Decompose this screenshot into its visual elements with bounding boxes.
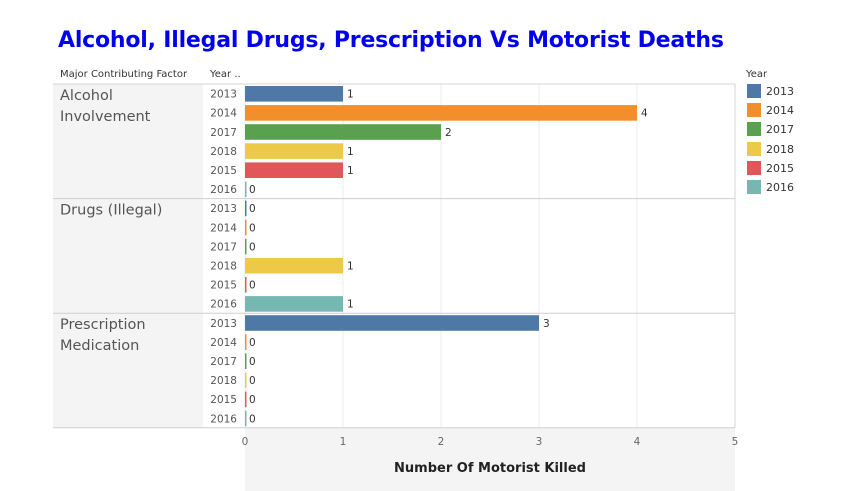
legend-label: 2017 — [766, 123, 794, 137]
value-label: 3 — [543, 318, 550, 330]
bar-2016 — [245, 181, 247, 198]
legend-swatch — [747, 122, 761, 137]
x-tick-label: 4 — [634, 436, 641, 448]
factor-label: Drugs (Illegal) — [60, 203, 162, 219]
x-tick-label: 2 — [438, 436, 445, 448]
legend-swatch — [747, 141, 761, 156]
bar-2013 — [245, 200, 247, 217]
legend-swatch — [747, 160, 761, 175]
year-label: 2014 — [210, 108, 237, 120]
value-label: 0 — [249, 203, 256, 215]
bar-2014 — [245, 105, 637, 121]
bar-2017 — [245, 353, 247, 369]
value-label: 0 — [249, 337, 256, 349]
x-tick-label: 5 — [732, 436, 739, 448]
x-tick-label: 3 — [536, 436, 543, 448]
year-label: 2016 — [210, 299, 237, 311]
bar-2018 — [245, 143, 343, 159]
value-label: 0 — [249, 413, 256, 425]
year-label: 2018 — [210, 146, 237, 158]
factor-column-header[interactable]: Major Contributing Factor — [60, 69, 188, 80]
legend-label: 2013 — [766, 85, 794, 98]
legend-label: 2016 — [766, 181, 794, 194]
year-label: 2015 — [210, 394, 237, 406]
value-label: 1 — [347, 146, 354, 158]
value-label: 0 — [249, 222, 256, 234]
legend-label: 2014 — [766, 104, 794, 118]
bar-2017 — [245, 124, 441, 140]
bar-2015 — [245, 162, 343, 178]
year-label: 2013 — [210, 318, 237, 330]
bar-2014 — [245, 334, 247, 350]
year-label: 2017 — [210, 356, 237, 368]
year-label: 2018 — [210, 375, 237, 387]
value-label: 4 — [641, 108, 648, 120]
year-label: 2015 — [210, 165, 237, 177]
bar-2014 — [245, 219, 247, 236]
year-label: 2017 — [210, 241, 237, 253]
factor-label: Alcohol Involvement — [60, 88, 151, 125]
legend-title: Year — [746, 69, 768, 80]
bar-2015 — [245, 391, 247, 408]
x-tick-label: 1 — [340, 436, 347, 448]
factor-label: Prescription Medication — [60, 317, 146, 354]
value-label: 1 — [347, 165, 354, 177]
value-label: 1 — [347, 299, 354, 311]
year-label: 2015 — [210, 280, 237, 292]
legend-swatch — [747, 103, 761, 118]
bar-2013 — [245, 86, 343, 102]
legend-label: 2015 — [766, 161, 794, 175]
bar-2013 — [245, 315, 539, 331]
chart-title: Alcohol, Illegal Drugs, Prescription Vs … — [58, 28, 724, 53]
legend-label: 2018 — [766, 142, 794, 156]
value-label: 0 — [249, 241, 256, 253]
year-label: 2014 — [210, 222, 237, 234]
bar-2018 — [245, 257, 343, 274]
bar-2016 — [245, 296, 343, 312]
bar-2015 — [245, 277, 247, 293]
value-label: 0 — [249, 394, 256, 406]
factor-column-background — [53, 84, 203, 428]
year-label: 2013 — [210, 203, 237, 215]
year-column-header[interactable]: Year .. — [210, 69, 241, 80]
year-label: 2016 — [210, 184, 237, 196]
year-label: 2014 — [210, 337, 237, 349]
legend-swatch — [747, 84, 761, 98]
x-axis-title: Number Of Motorist Killed — [394, 461, 586, 476]
value-label: 0 — [249, 375, 256, 387]
year-label: 2016 — [210, 413, 237, 425]
value-label: 0 — [249, 184, 256, 196]
value-label: 0 — [249, 280, 256, 292]
value-label: 0 — [249, 356, 256, 368]
legend-swatch — [747, 180, 761, 194]
value-label: 1 — [347, 89, 354, 101]
year-label: 2013 — [210, 89, 237, 101]
bar-2018 — [245, 372, 247, 389]
bar-2016 — [245, 410, 247, 427]
x-tick-label: 0 — [242, 436, 249, 448]
bar-2017 — [245, 238, 247, 255]
value-label: 1 — [347, 260, 354, 272]
value-label: 2 — [445, 127, 452, 139]
x-axis-background — [245, 427, 735, 491]
year-label: 2018 — [210, 260, 237, 272]
year-label: 2017 — [210, 127, 237, 139]
